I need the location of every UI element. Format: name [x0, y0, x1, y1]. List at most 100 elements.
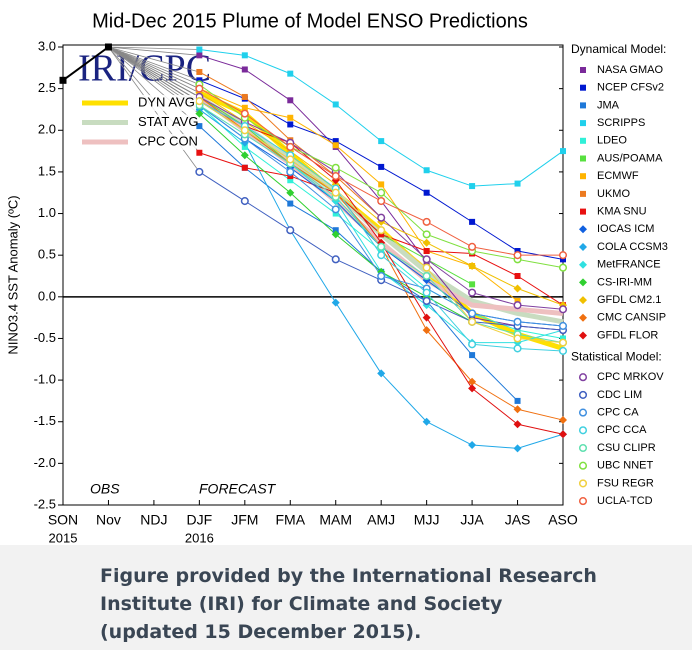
- marker-square: [580, 208, 586, 215]
- observed-line: [62, 46, 110, 82]
- marker-square: [514, 397, 521, 404]
- marker-diamond: [513, 405, 522, 414]
- legend-label: CS-IRI-MM: [597, 276, 652, 288]
- legend-label: GFDL FLOR: [597, 329, 658, 341]
- x-tick-label: AMJ: [367, 512, 395, 528]
- y-tick-label: 3.0: [38, 38, 56, 53]
- marker-square: [241, 164, 248, 171]
- marker-diamond: [513, 420, 522, 429]
- marker-diamond: [513, 284, 522, 293]
- x-tick-label: JAS: [505, 512, 531, 528]
- marker-circle: [331, 255, 340, 264]
- marker-square: [196, 123, 203, 130]
- marker-circle: [377, 226, 386, 235]
- marker-square: [469, 183, 476, 190]
- marker-square: [241, 143, 248, 150]
- legend-bg: [134, 95, 196, 111]
- legend-label: SCRIPPS: [597, 117, 645, 129]
- legend-label: CMC CANSIP: [597, 312, 666, 324]
- marker-diamond: [286, 188, 295, 197]
- marker-square: [560, 335, 566, 342]
- legend-label: KMA SNU: [597, 206, 647, 218]
- marker-circle: [286, 142, 295, 151]
- x-tick-label: SON: [48, 512, 78, 528]
- legend-label: FSU REGR: [597, 477, 654, 489]
- marker-diamond: [331, 230, 340, 239]
- connector: [108, 46, 200, 127]
- legend-label: JMA: [597, 99, 620, 111]
- marker-square: [332, 138, 339, 145]
- marker-square: [378, 248, 385, 255]
- model-line: [199, 125, 518, 402]
- legend-label: ECMWF: [597, 170, 639, 182]
- marker-diamond: [422, 417, 431, 426]
- x-tick-label: MAM: [319, 512, 352, 528]
- legend-label: CDC LIM: [597, 389, 642, 401]
- marker-circle: [331, 163, 340, 172]
- legend-label: UBC NNET: [597, 460, 654, 472]
- marker-square: [378, 163, 385, 170]
- marker-diamond: [468, 384, 477, 393]
- marker-circle: [578, 443, 588, 453]
- legend-label: AUS/POAMA: [597, 152, 663, 164]
- marker-square: [580, 67, 586, 73]
- marker-square: [378, 231, 385, 238]
- marker-square: [580, 84, 586, 91]
- marker-square: [560, 256, 566, 263]
- marker-circle: [195, 84, 204, 93]
- connector: [108, 46, 200, 73]
- legend-label: GFDL CM2.1: [597, 294, 661, 306]
- marker-diamond: [579, 243, 587, 251]
- marker-circle: [422, 296, 431, 306]
- legend-label: STAT AVG: [138, 114, 198, 129]
- marker-square: [514, 180, 521, 187]
- legend-background: [574, 0, 692, 545]
- marker-square: [580, 190, 586, 197]
- marker-circle: [578, 426, 588, 435]
- marker-circle: [377, 197, 386, 206]
- connector: [108, 46, 200, 102]
- marker-circle: [513, 317, 522, 326]
- marker-square: [196, 68, 203, 75]
- marker-diamond: [195, 109, 204, 118]
- y-tick-label: -2.5: [34, 496, 56, 511]
- x-tick-label: FMA: [275, 512, 305, 528]
- marker-circle: [578, 373, 588, 382]
- legend-bg: [134, 114, 196, 131]
- y-tick-label: 2.5: [38, 80, 56, 95]
- x-year-label: 2015: [49, 530, 78, 545]
- marker-circle: [286, 167, 295, 176]
- legend-label: COLA CCSM3: [597, 241, 668, 253]
- legend-heading: Dynamical Model:: [571, 42, 666, 56]
- marker-circle: [422, 230, 431, 239]
- observed-point: [59, 76, 67, 84]
- x-tick-label: NDJ: [140, 512, 167, 528]
- marker-square: [580, 173, 586, 180]
- marker-circle: [578, 497, 588, 506]
- model-line: [199, 88, 518, 302]
- marker-square: [423, 167, 430, 174]
- y-tick-label: 2.0: [38, 122, 56, 137]
- marker-diamond: [422, 313, 431, 322]
- marker-diamond: [579, 296, 587, 305]
- marker-circle: [578, 461, 588, 470]
- marker-diamond: [468, 441, 477, 450]
- marker-circle: [513, 334, 522, 343]
- legend-label: LDEO: [597, 135, 627, 147]
- marker-square: [287, 173, 294, 180]
- marker-circle: [468, 317, 477, 326]
- y-tick-label: 1.0: [38, 205, 56, 220]
- legend-label: DYN AVG: [138, 94, 195, 109]
- legend-label: CPC CCA: [597, 424, 647, 436]
- marker-diamond: [513, 444, 522, 453]
- caption-line: Figure provided by the International Res…: [100, 565, 597, 587]
- marker-square: [580, 102, 586, 109]
- marker-square: [378, 181, 385, 188]
- marker-square: [469, 281, 476, 288]
- marker-square: [580, 137, 586, 144]
- marker-circle: [513, 301, 522, 310]
- marker-diamond: [240, 151, 249, 160]
- connector: [108, 46, 200, 98]
